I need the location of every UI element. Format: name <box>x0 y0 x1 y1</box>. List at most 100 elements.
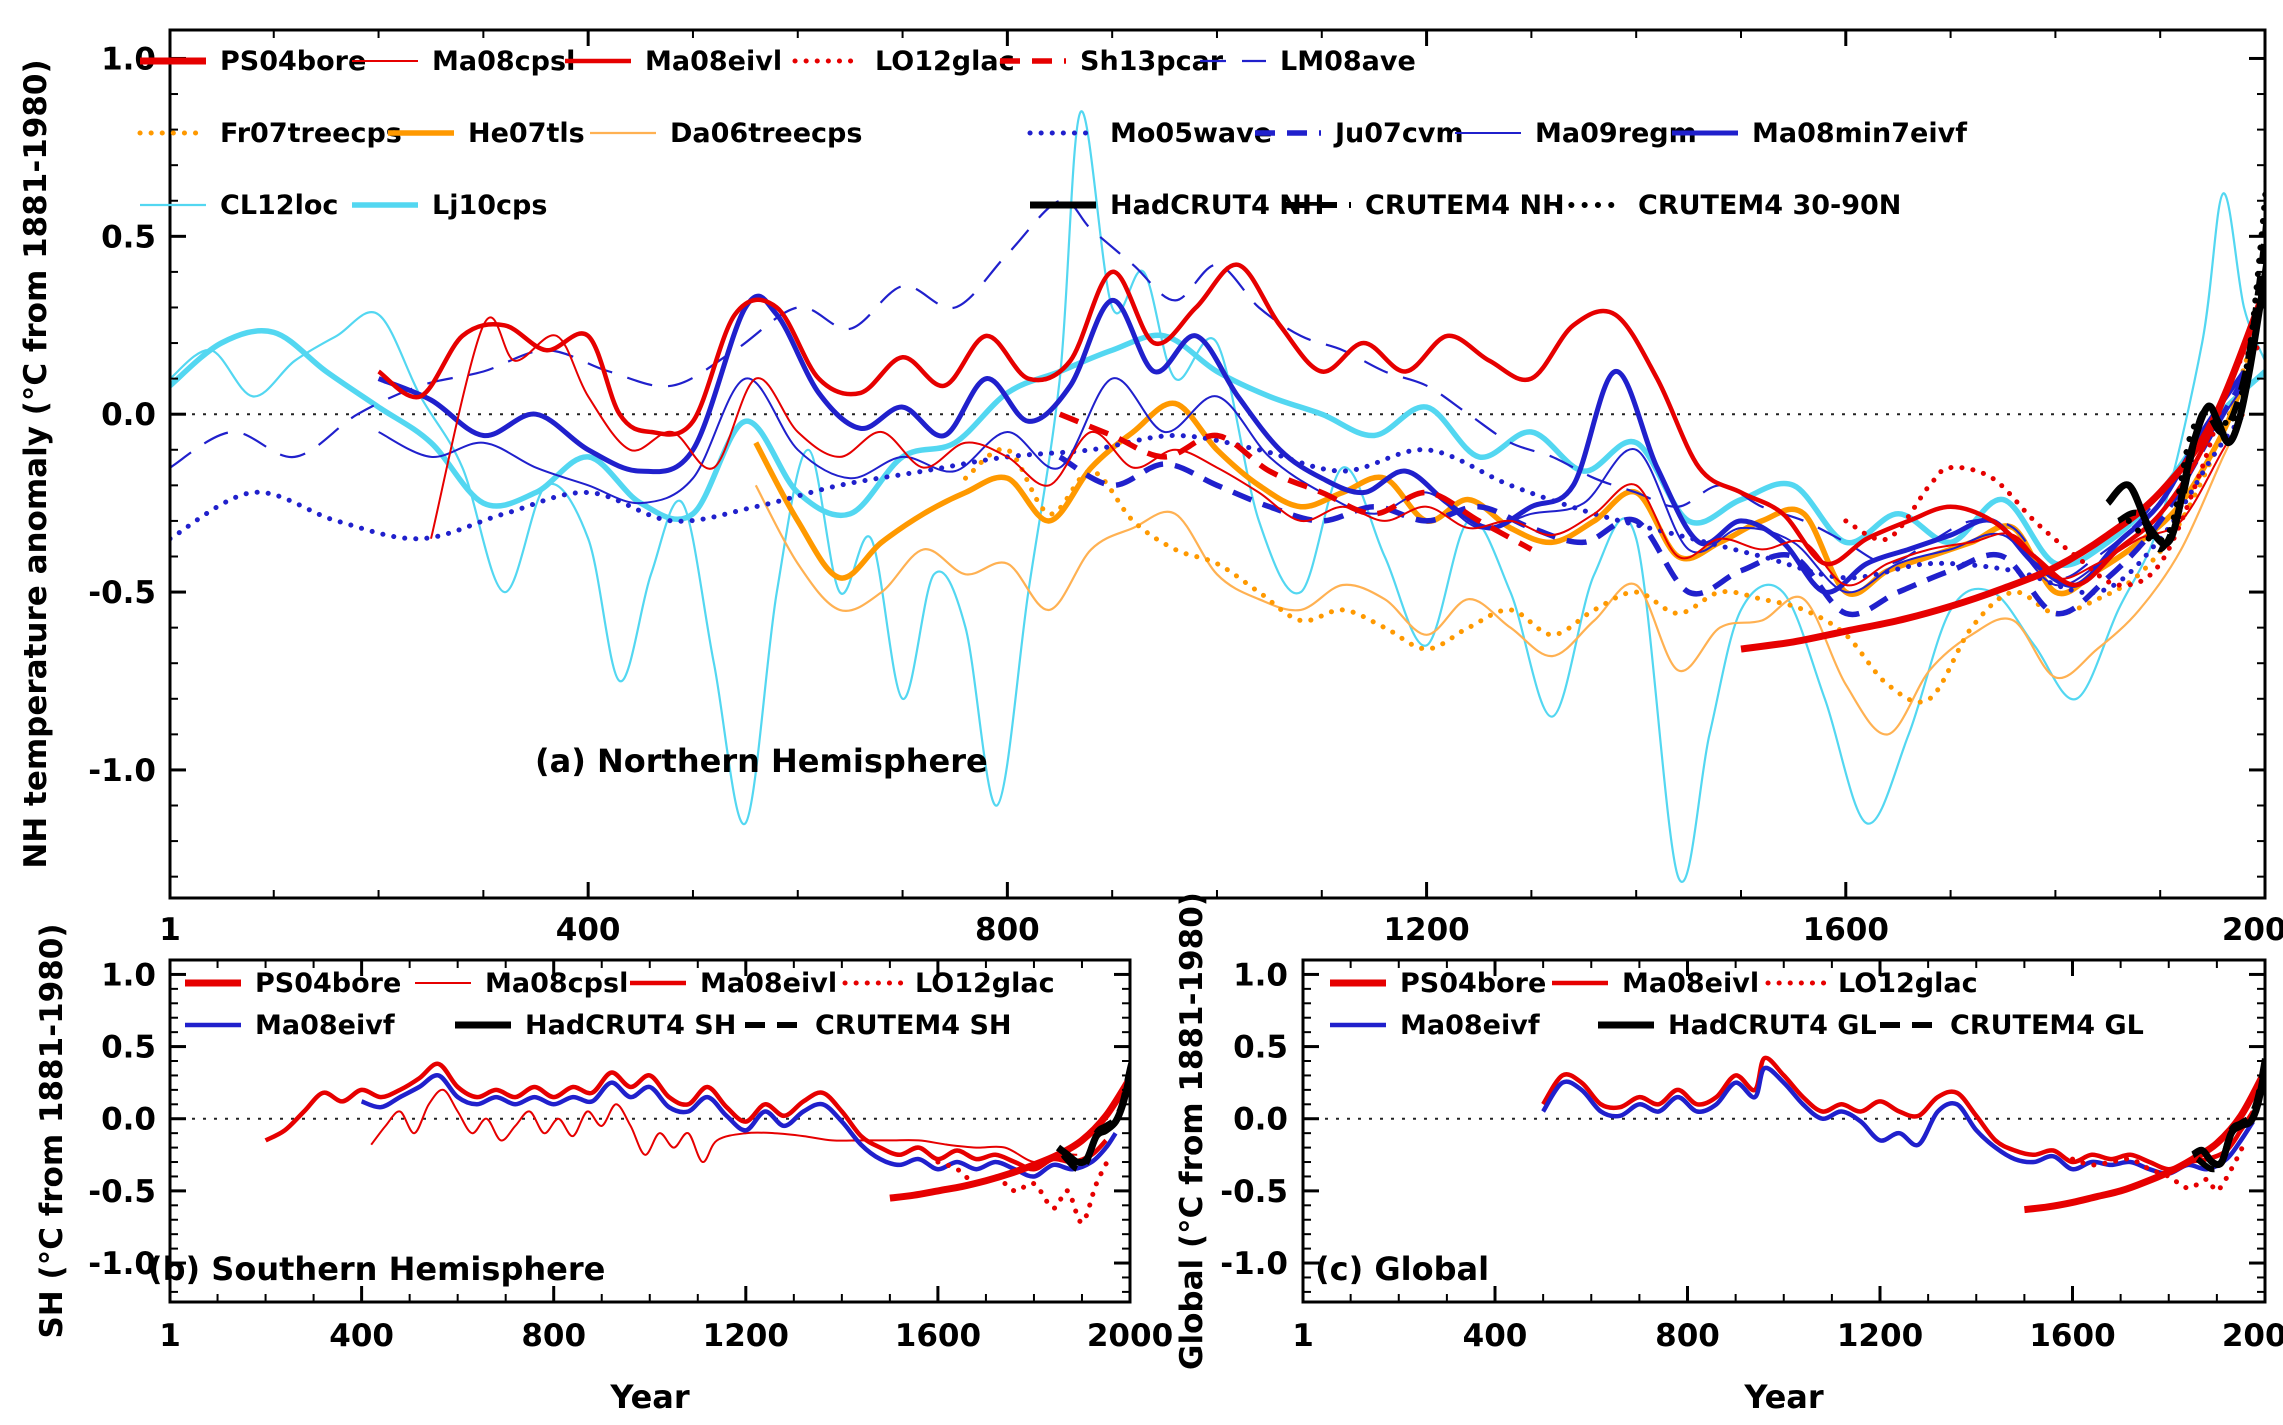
series-da06treecps <box>754 413 2245 736</box>
y-tick-label: 1.0 <box>1233 957 1288 993</box>
global-x-axis-label: Year <box>1744 1378 1824 1416</box>
series-ju07cvm <box>1058 377 2247 618</box>
legend-gl: PS04bore Ma08eivl LO12glac Ma08eivf HadCRUT4… <box>1330 968 2144 1041</box>
series-ma08eivf <box>360 1073 1118 1179</box>
series-he07tls <box>753 377 2247 597</box>
legend-label-ma09regm: Ma09regm <box>1535 118 1697 149</box>
x-tick-label: 800 <box>1655 1318 1720 1354</box>
x-tick-label: 2000 <box>2222 912 2283 948</box>
y-tick-label: -0.5 <box>88 575 156 611</box>
legend-label-da06treecps: Da06treecps <box>670 118 862 149</box>
global-y-axis-label: Global (°C from 1881-1980) <box>1174 892 1210 1370</box>
series-group-gl <box>1541 1041 2265 1214</box>
series-lo12glac <box>935 1152 1114 1226</box>
global-panel-title: (c) Global <box>1315 1250 1490 1288</box>
axes-box <box>168 28 2267 900</box>
series-ma08cpsl <box>370 1088 1078 1164</box>
series-ma08eivl <box>377 262 2247 588</box>
legend-label-ma08eivf: Ma08eivf <box>255 1010 395 1041</box>
legend-label-ps04bore: PS04bore <box>220 46 366 77</box>
legend-label-ma08eivf: Ma08eivf <box>1400 1010 1540 1041</box>
legend-label-lm08ave: LM08ave <box>1280 46 1416 77</box>
legend-label-cl12loc: CL12loc <box>220 190 338 221</box>
series-group-nh <box>170 110 2265 883</box>
series-fr07treecps <box>963 347 2252 705</box>
series-ps04bore <box>2024 1069 2265 1214</box>
x-tick-label: 400 <box>556 912 621 948</box>
axis-ticks: 1 400 800 1200 1600 2000 -1.0 -0.5 0.0 0.5 1.0 <box>1220 957 2283 1354</box>
legend-label-ps04bore: PS04bore <box>1400 968 1546 999</box>
legend-label-crutem4-nh: CRUTEM4 NH <box>1365 190 1565 221</box>
legend-label-hadcrut4-sh: HadCRUT4 SH <box>525 1010 736 1041</box>
legend-label-lo12glac: LO12glac <box>915 968 1055 999</box>
legend-label-ma08min7eivf: Ma08min7eivf <box>1752 118 1967 149</box>
y-tick-label: 0.0 <box>1233 1102 1288 1138</box>
series-crutem4-sh <box>1060 1056 1130 1173</box>
series-crutem4-nh <box>2116 204 2265 553</box>
x-tick-label: 1600 <box>2029 1318 2115 1354</box>
x-tick-label: 1600 <box>1803 912 1889 948</box>
x-tick-label: 800 <box>975 912 1040 948</box>
panel-sh: 1 400 800 1200 1600 2000 -1.0 -0.5 0.0 0.5 1.0 PS04… <box>88 957 1173 1354</box>
x-tick-label: 400 <box>1463 1318 1528 1354</box>
series-crutem4-gl <box>2195 1041 2265 1173</box>
legend-label-crutem4-sh: CRUTEM4 SH <box>815 1010 1012 1041</box>
x-tick-label: 1200 <box>703 1318 789 1354</box>
series-ma09regm <box>378 377 2245 594</box>
legend-label-crutem4-30-90n: CRUTEM4 30-90N <box>1638 190 1901 221</box>
series-sh13pcar <box>1058 411 1533 552</box>
panel-gl: 1 400 800 1200 1600 2000 -1.0 -0.5 0.0 0.5 1.0 PS04… <box>1220 957 2283 1354</box>
y-tick-label: -1.0 <box>1220 1246 1288 1282</box>
series-lm08ave <box>170 199 2251 580</box>
legend-label-lj10cps: Lj10cps <box>432 190 547 221</box>
series-lo12glac <box>1843 340 2265 588</box>
legend-label-ps04bore: PS04bore <box>255 968 401 999</box>
x-tick-label: 1 <box>1292 1318 1314 1354</box>
legend-label-ma08cpsl: Ma08cpsl <box>432 46 575 77</box>
series-ma08min7eivf <box>377 293 2247 595</box>
sh-y-axis-label: SH (°C from 1881-1980) <box>34 923 70 1339</box>
series-group-sh <box>264 1056 1130 1226</box>
legend-label-lo12glac: LO12glac <box>1838 968 1978 999</box>
nh-y-axis-label: NH temperature anomaly (°C from 1881-198… <box>18 59 54 869</box>
legend-nh: PS04bore Ma08cpsl Ma08eivl LO12glac Sh13pcar… <box>137 46 1967 221</box>
x-tick-label: 2000 <box>1087 1318 1173 1354</box>
legend-label-sh13pcar: Sh13pcar <box>1080 46 1224 77</box>
legend-sh: PS04bore Ma08cpsl Ma08eivl LO12glac Ma08eivf… <box>185 968 1055 1041</box>
x-tick-label: 1200 <box>1383 912 1469 948</box>
nh-panel-title: (a) Northern Hemisphere <box>535 742 988 780</box>
y-tick-label: 0.5 <box>1233 1030 1288 1066</box>
y-tick-label: -1.0 <box>88 1246 156 1282</box>
series-ma08eivf <box>1541 1065 2255 1176</box>
y-tick-label: -0.5 <box>1220 1174 1288 1210</box>
series-lj10cps <box>170 328 2265 568</box>
series-lo12glac <box>2070 1137 2249 1194</box>
legend-label-ma08eivl: Ma08eivl <box>700 968 837 999</box>
series-cl12loc <box>170 110 2265 883</box>
legend-label-ma08eivl: Ma08eivl <box>645 46 782 77</box>
y-tick-label: 0.5 <box>101 219 156 255</box>
legend-label-fr07treecps: Fr07treecps <box>220 118 402 149</box>
x-tick-label: 1600 <box>895 1318 981 1354</box>
sh-x-axis-label: Year <box>610 1378 690 1416</box>
legend-label-ma08cpsl: Ma08cpsl <box>485 968 628 999</box>
legend-label-mo05wave: Mo05wave <box>1110 118 1272 149</box>
x-tick-label: 1 <box>159 912 181 948</box>
y-tick-label: 0.0 <box>101 397 156 433</box>
y-tick-label: -1.0 <box>88 753 156 789</box>
y-tick-label: 1.0 <box>101 957 156 993</box>
x-tick-label: 1200 <box>1837 1318 1923 1354</box>
x-tick-label: 800 <box>521 1318 586 1354</box>
legend-label-he07tls: He07tls <box>468 118 585 149</box>
x-tick-label: 1 <box>159 1318 181 1354</box>
legend-label-lo12glac: LO12glac <box>875 46 1015 77</box>
series-ma08eivl <box>1541 1055 2255 1172</box>
series-ma08eivl <box>264 1061 1108 1172</box>
series-ps04bore <box>1740 288 2265 653</box>
x-tick-label: 2000 <box>2222 1318 2283 1354</box>
legend-label-crutem4-gl: CRUTEM4 GL <box>1950 1010 2144 1041</box>
series-ps04bore <box>889 1076 1130 1202</box>
